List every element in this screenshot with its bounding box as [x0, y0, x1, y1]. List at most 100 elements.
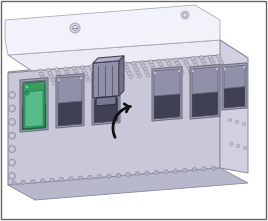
Circle shape: [50, 178, 54, 182]
Polygon shape: [96, 96, 116, 106]
Circle shape: [58, 74, 62, 78]
Circle shape: [153, 69, 157, 74]
Circle shape: [48, 72, 52, 76]
Circle shape: [43, 81, 47, 84]
Polygon shape: [56, 74, 84, 128]
Circle shape: [157, 59, 161, 63]
Circle shape: [202, 167, 206, 171]
Circle shape: [145, 171, 149, 175]
Polygon shape: [119, 56, 124, 96]
Circle shape: [199, 56, 203, 60]
Circle shape: [102, 74, 106, 78]
Circle shape: [110, 73, 114, 77]
Polygon shape: [25, 90, 43, 127]
Polygon shape: [22, 80, 46, 107]
Circle shape: [183, 168, 187, 173]
Circle shape: [116, 173, 121, 177]
Circle shape: [10, 134, 14, 137]
Circle shape: [51, 78, 55, 82]
Circle shape: [21, 82, 24, 86]
Circle shape: [211, 61, 215, 65]
Polygon shape: [8, 168, 248, 200]
Circle shape: [181, 11, 189, 19]
Circle shape: [195, 66, 199, 70]
Circle shape: [236, 144, 240, 148]
Circle shape: [192, 69, 195, 72]
Circle shape: [112, 76, 116, 80]
Circle shape: [215, 67, 218, 70]
Polygon shape: [224, 87, 245, 108]
Circle shape: [114, 63, 118, 67]
Circle shape: [85, 75, 89, 79]
Circle shape: [143, 67, 147, 71]
Circle shape: [109, 70, 113, 74]
Circle shape: [222, 67, 226, 71]
Circle shape: [194, 63, 198, 67]
Circle shape: [221, 64, 225, 68]
Circle shape: [204, 65, 208, 69]
Polygon shape: [190, 65, 220, 119]
Polygon shape: [222, 63, 247, 110]
Circle shape: [39, 72, 43, 76]
Circle shape: [75, 73, 79, 77]
Circle shape: [41, 75, 45, 79]
Circle shape: [126, 172, 130, 177]
Circle shape: [78, 79, 82, 83]
Circle shape: [10, 107, 14, 110]
Circle shape: [166, 59, 169, 63]
Circle shape: [58, 78, 61, 82]
Circle shape: [95, 78, 99, 82]
Circle shape: [78, 176, 83, 180]
Circle shape: [219, 61, 224, 65]
Circle shape: [47, 68, 50, 72]
Circle shape: [9, 105, 16, 112]
Circle shape: [154, 170, 159, 175]
Circle shape: [87, 78, 91, 82]
Circle shape: [146, 73, 150, 77]
Circle shape: [133, 65, 137, 69]
Circle shape: [10, 93, 14, 97]
Circle shape: [188, 70, 192, 74]
Polygon shape: [220, 40, 248, 173]
Circle shape: [217, 54, 221, 58]
Circle shape: [243, 66, 245, 69]
Circle shape: [25, 91, 29, 95]
Polygon shape: [5, 5, 220, 55]
Circle shape: [66, 73, 70, 77]
Polygon shape: [23, 81, 45, 129]
Polygon shape: [93, 61, 119, 98]
Circle shape: [178, 67, 183, 71]
Circle shape: [9, 145, 16, 152]
Circle shape: [40, 179, 45, 183]
Circle shape: [91, 68, 95, 72]
Circle shape: [235, 120, 239, 124]
Circle shape: [137, 74, 142, 78]
Circle shape: [25, 85, 29, 89]
Circle shape: [123, 62, 127, 66]
Circle shape: [55, 68, 59, 72]
Circle shape: [136, 71, 140, 75]
Circle shape: [163, 72, 167, 76]
Polygon shape: [8, 40, 248, 73]
Circle shape: [132, 61, 136, 65]
Circle shape: [214, 68, 218, 72]
Polygon shape: [94, 98, 118, 123]
Circle shape: [121, 76, 125, 80]
Circle shape: [192, 60, 196, 64]
Polygon shape: [8, 52, 248, 90]
Circle shape: [73, 69, 77, 73]
Circle shape: [187, 67, 191, 71]
Circle shape: [228, 118, 232, 122]
Circle shape: [10, 174, 14, 178]
Circle shape: [192, 168, 197, 172]
Circle shape: [158, 62, 162, 66]
Circle shape: [243, 146, 247, 150]
Circle shape: [107, 67, 111, 70]
Circle shape: [218, 57, 222, 61]
Circle shape: [197, 69, 201, 73]
Polygon shape: [192, 67, 218, 94]
Polygon shape: [152, 67, 182, 121]
Circle shape: [144, 70, 148, 74]
Circle shape: [61, 80, 65, 84]
Circle shape: [208, 55, 212, 59]
